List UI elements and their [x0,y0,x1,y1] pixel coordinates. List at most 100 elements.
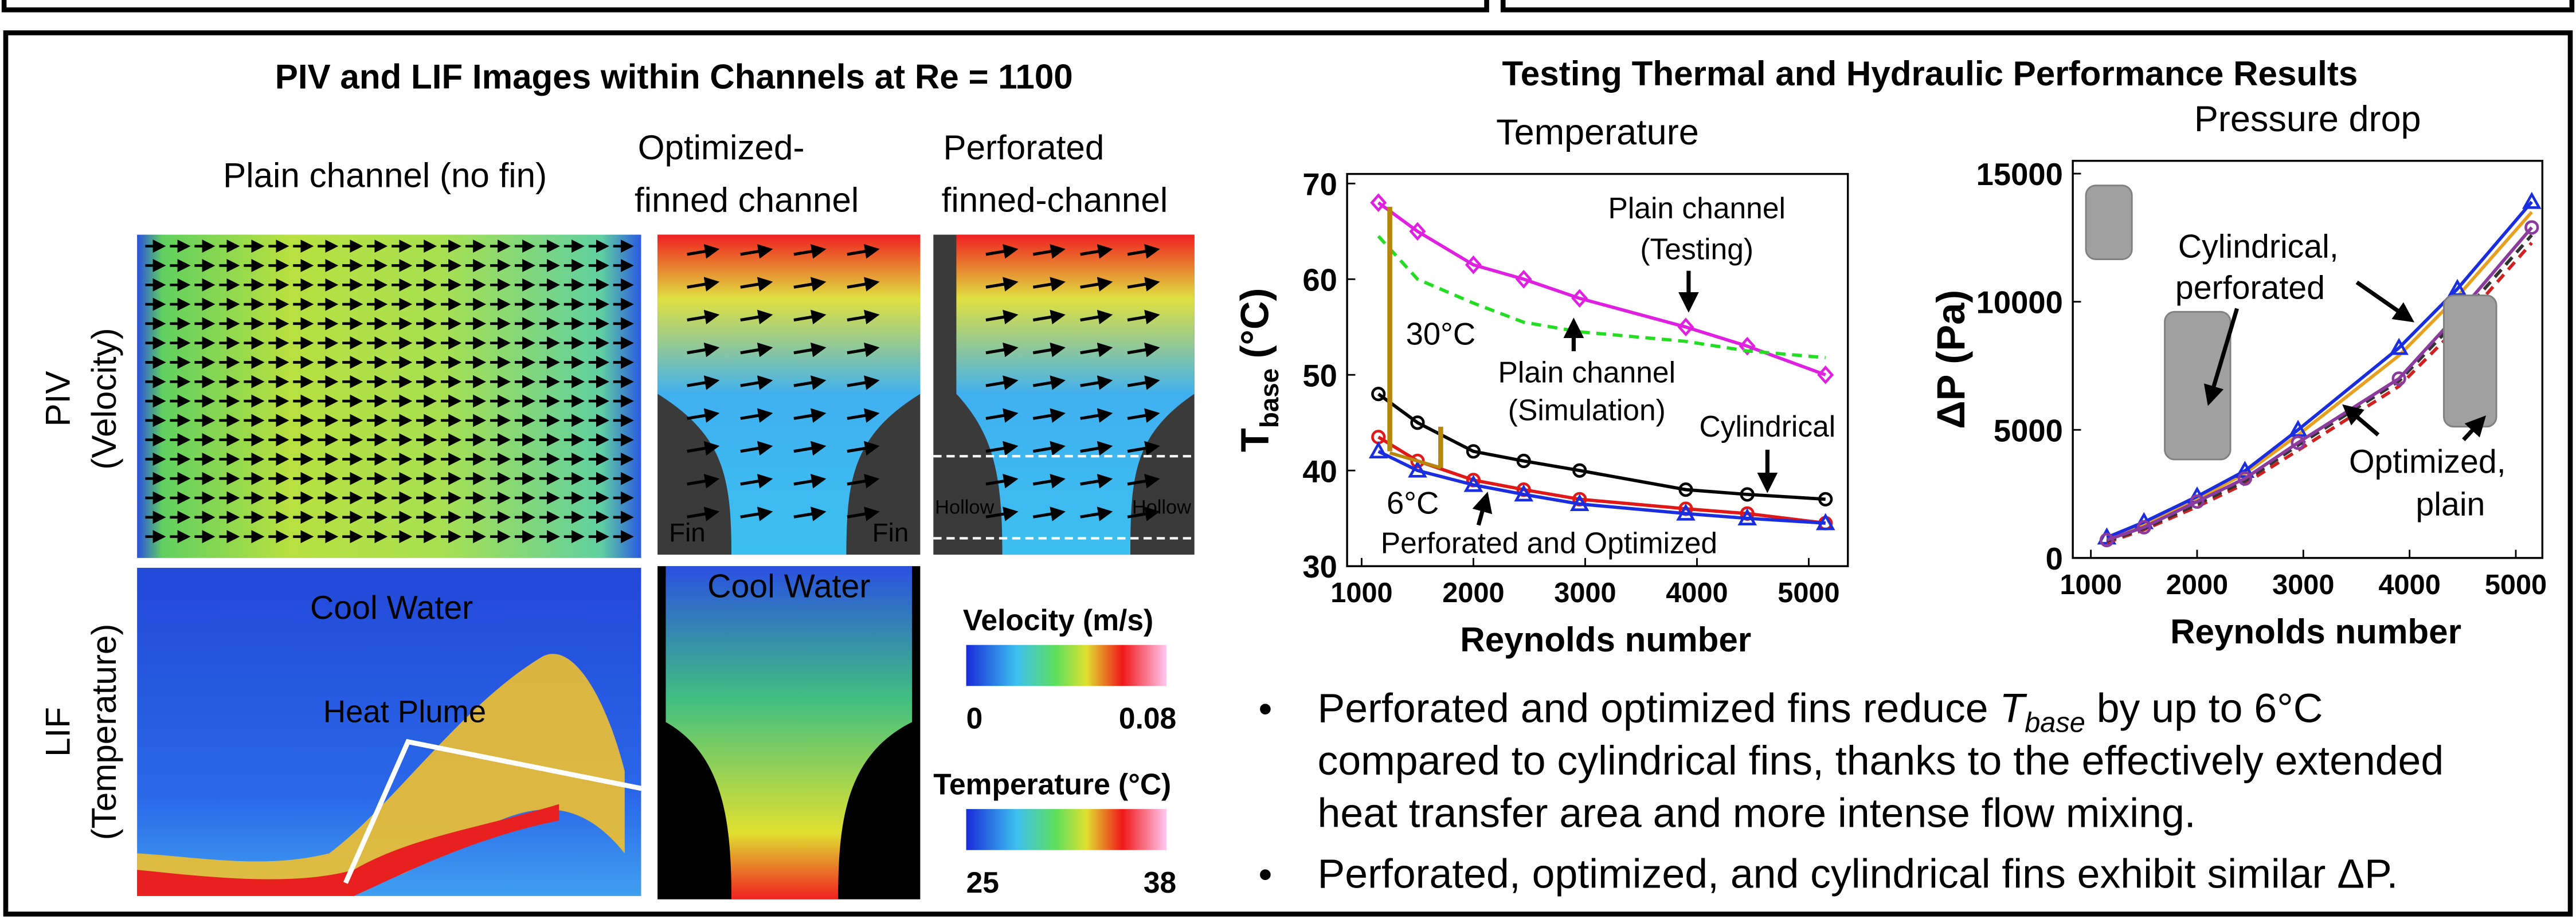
data-point [1737,508,1757,526]
y-axis-label: base [1255,368,1284,428]
velocity-arrow [1032,506,1066,521]
velocity-arrow [1080,342,1113,358]
data-point [2099,532,2115,548]
data-line [1377,201,1826,376]
velocity-arrow [847,441,880,456]
data-point [1739,336,1756,356]
colorbar-label: 0 [966,702,983,735]
column-title: Perforated [944,128,1105,167]
velocity-arrow [740,375,773,390]
label: Fin [872,518,909,547]
data-point [1371,387,1386,402]
label: Cool Water [707,568,870,605]
data-point [1515,269,1532,289]
velocity-arrow [740,309,773,325]
x-axis-label: Reynolds number [2170,612,2461,651]
velocity-arrow [793,408,827,423]
y-tick-label: 60 [1302,262,1337,297]
data-point [1676,503,1696,521]
x-tick-label: 4000 [1666,578,1728,608]
velocity-arrow [687,309,720,325]
frame [3,30,2573,917]
velocity-arrow [740,506,773,521]
bullet-text: Perforated, optimized, and cylindrical f… [1318,851,2398,897]
annotation-arrow [2462,415,2487,442]
velocity-arrow [740,244,773,259]
velocity-arrow [985,244,1019,259]
velocity-arrow [1032,474,1066,489]
label: Fin [669,518,706,547]
annotation: Plain channel [1608,191,1786,225]
velocity-arrow [687,474,720,489]
velocity-arrow [1032,309,1066,325]
bullet-mark: • [1258,686,1272,731]
fin-photo [2164,311,2232,461]
y-tick-label: 10000 [1976,285,2063,320]
data-point [1465,255,1482,274]
x-tick-label: 5000 [1778,578,1839,608]
data-point [2190,494,2205,509]
velocity-arrow [985,342,1019,358]
annotation: (Simulation) [1508,393,1666,426]
velocity-arrow [1032,342,1066,358]
velocity-arrow [1080,506,1113,521]
velocity-arrow [985,408,1019,423]
data-point [1572,463,1587,478]
velocity-arrow [1080,375,1113,390]
annotation-arrow [2342,404,2380,437]
annotation-arrow [2355,280,2415,323]
velocity-arrow [740,277,773,292]
velocity-arrow [985,309,1019,325]
velocity-arrow [847,474,880,489]
chart-title: Pressure drop [2194,99,2421,139]
colorbar [966,809,1167,850]
label: Hollow [935,497,994,519]
velocity-arrow [793,474,827,489]
label: Hollow [1132,497,1191,519]
y-tick-label: 50 [1302,358,1337,393]
fin-photo [2085,184,2133,260]
data-point [2291,435,2305,450]
label: Heat Plume [323,694,486,729]
y-axis-label: Tbase (°C) [1233,288,1284,453]
row-title: PIV [39,371,77,427]
annotation-arrow [1472,492,1493,526]
column-title: Optimized- [638,128,805,167]
bullet-text: Perforated and optimized fins reduce [1318,685,2000,731]
velocity-arrow [793,375,827,390]
annotation: Perforated and Optimized [1381,526,1717,559]
y-tick-label: 70 [1302,167,1337,202]
data-point [1514,484,1534,502]
label: Fin [866,858,909,893]
velocity-arrow [985,474,1019,489]
velocity-arrow [1032,441,1066,456]
velocity-arrow [1032,277,1066,292]
data-point [1463,474,1483,492]
annotation-arrow [2203,308,2239,406]
velocity-arrow [847,342,880,358]
y-tick-label: 15000 [1976,157,2063,192]
velocity-arrow [740,342,773,358]
velocity-arrow [1080,408,1113,423]
difference-bar [1389,451,1442,470]
velocity-arrow [1127,277,1160,292]
data-point [1368,441,1388,459]
velocity-arrow [687,441,720,456]
x-tick-label: 1000 [2060,570,2121,600]
bullet-mark: • [1258,853,1272,897]
label: Cool Water [310,590,473,626]
row-title: (Velocity) [85,328,123,469]
velocity-arrow [793,277,827,292]
bullet-text: by up to 6°C [2085,685,2323,731]
velocity-arrow [1080,277,1113,292]
velocity-arrow [793,441,827,456]
velocity-arrow [740,474,773,489]
colorbar-title: Velocity (m/s) [963,603,1153,637]
velocity-arrow [1127,441,1160,456]
annotation: Cylindrical, [2178,229,2339,265]
colorbar-label: 25 [966,866,999,899]
data-point [1516,453,1531,469]
x-tick-label: 1000 [1330,578,1392,608]
annotation: plain [2416,486,2485,523]
